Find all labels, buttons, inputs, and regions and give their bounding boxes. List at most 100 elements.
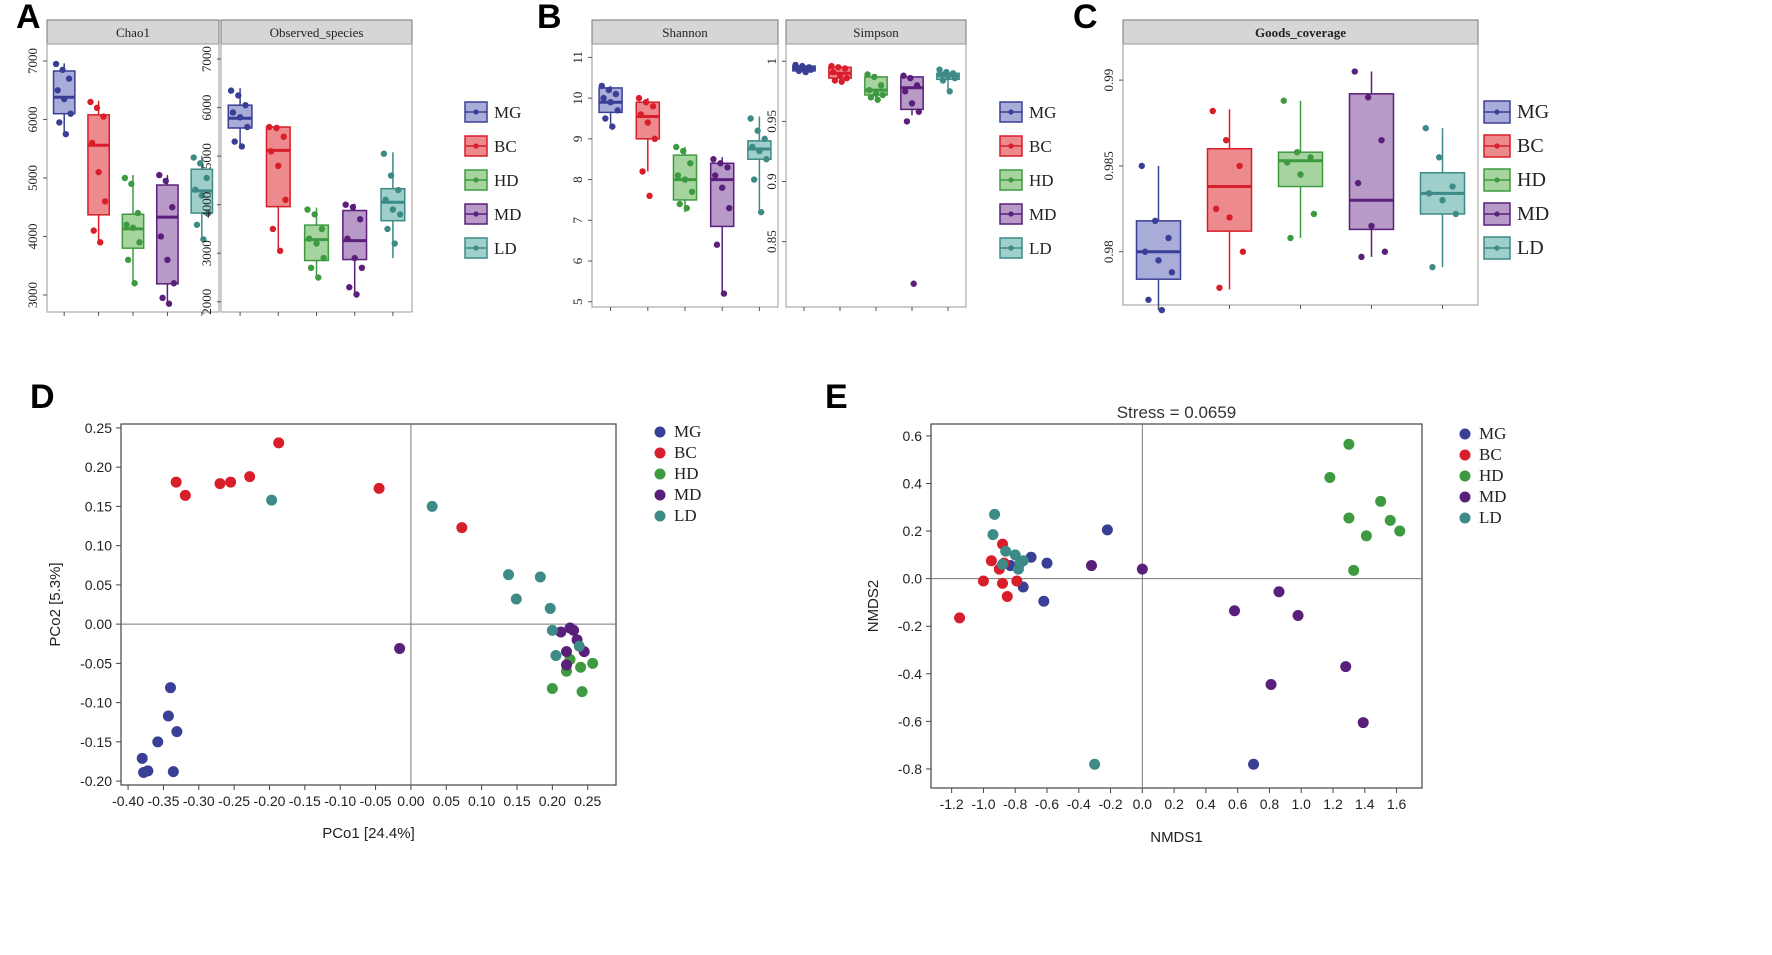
data-point (747, 115, 754, 122)
data-point (426, 500, 438, 512)
data-point (1283, 159, 1291, 166)
data-point (320, 254, 327, 262)
data-point (1360, 530, 1372, 542)
data-point (1425, 190, 1433, 197)
data-point (123, 221, 130, 228)
legend-swatch-dot (473, 109, 479, 115)
legend: MG BC HD MD LD (654, 422, 701, 525)
data-point (576, 686, 588, 698)
legend-item-bc: BC (1483, 134, 1544, 158)
box-iqr (87, 114, 111, 216)
data-point (236, 114, 244, 121)
box-bc (265, 123, 291, 255)
data-point (387, 172, 395, 179)
data-point (90, 227, 97, 234)
data-point (59, 66, 66, 74)
data-point (561, 646, 572, 658)
data-point (989, 508, 1001, 520)
data-point (831, 77, 839, 84)
legend-label: MD (1517, 203, 1549, 225)
data-point (152, 736, 164, 748)
data-point (382, 196, 389, 204)
data-point (836, 72, 844, 79)
data-point (54, 87, 61, 94)
y-tick-label: -0.2 (898, 618, 922, 634)
data-point (985, 555, 997, 567)
data-point (159, 294, 166, 302)
data-point (266, 123, 273, 131)
panel-label: D (30, 378, 55, 416)
facet-strip (1122, 19, 1479, 45)
y-tick-label: 0.20 (85, 459, 112, 475)
x-tick-label: -0.35 (147, 793, 179, 809)
data-point (1280, 97, 1287, 104)
data-point (129, 224, 137, 231)
data-point (680, 147, 687, 155)
data-point (587, 657, 599, 669)
data-point (315, 274, 322, 281)
legend-label: HD (1517, 169, 1546, 191)
data-point (754, 127, 761, 134)
data-point (872, 90, 880, 97)
data-point (344, 235, 351, 242)
data-point (866, 86, 873, 94)
legend-item-md: MD (999, 203, 1056, 225)
data-point (546, 624, 558, 636)
data-point (757, 208, 765, 216)
legend: MG BC HD MD LD (1459, 424, 1506, 527)
x-tick-label: 0.8 (1260, 796, 1280, 812)
data-point (795, 67, 803, 75)
data-point (389, 206, 397, 213)
data-point (136, 752, 148, 764)
legend-label: LD (674, 506, 697, 525)
x-tick-label: -0.40 (112, 793, 144, 809)
data-point (136, 239, 143, 246)
data-point (607, 98, 614, 106)
legend-label: BC (1029, 137, 1052, 156)
data-point (313, 240, 320, 247)
y-tick-label: 1 (764, 58, 779, 64)
data-point (273, 124, 280, 132)
data-point (756, 147, 763, 155)
series-ld (987, 508, 1101, 770)
data-point (877, 82, 885, 89)
data-point (946, 88, 953, 95)
y-tick-label: 0.2 (903, 523, 923, 539)
box-bc (828, 62, 852, 85)
legend-label: MD (1029, 205, 1056, 224)
data-point (908, 100, 916, 107)
panel-e: E -1.2 -1.0 -0.8 -0.6 -0.4 -0.2 0.0 0.2 0.4 0.6 0.8… (825, 378, 1506, 846)
data-point (828, 62, 835, 70)
data-point (1292, 610, 1304, 622)
data-point (1357, 717, 1369, 729)
data-point (205, 209, 212, 217)
box-md (155, 171, 179, 307)
data-point (649, 103, 657, 110)
box-hd (672, 143, 698, 213)
data-point (939, 77, 947, 84)
y-tick-label: 7 (570, 217, 585, 224)
y-tick-label: 9 (570, 136, 585, 143)
data-point (944, 72, 952, 79)
data-point (510, 593, 522, 605)
box-mg (598, 82, 623, 130)
data-point (949, 70, 957, 77)
data-point (1273, 586, 1285, 598)
y-tick-label: 6 (570, 257, 585, 264)
data-point (838, 78, 845, 85)
data-point (356, 216, 364, 223)
series-hd (546, 653, 599, 698)
legend-marker (654, 489, 666, 501)
data-point (915, 108, 922, 115)
data-point (614, 107, 621, 114)
data-point (162, 177, 169, 185)
data-point (273, 437, 285, 449)
data-point (1368, 222, 1375, 230)
legend-label: MG (1517, 101, 1549, 123)
data-point (720, 290, 728, 297)
box-bc (635, 94, 661, 200)
data-point (763, 156, 770, 163)
legend-marker (654, 447, 666, 459)
data-point (170, 476, 182, 488)
facet-title: Goods_coverage (1255, 25, 1346, 40)
